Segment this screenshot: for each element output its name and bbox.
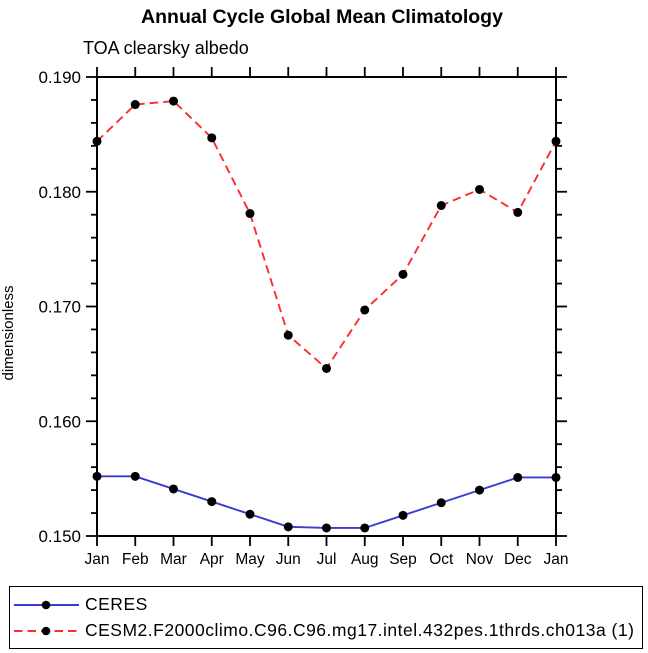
data-point [513, 207, 523, 217]
x-tick-label: Oct [429, 551, 454, 568]
x-tick-label: Nov [466, 551, 494, 568]
data-point [551, 472, 561, 482]
legend-item-cesm2: CESM2.F2000climo.C96.C96.mg17.intel.432p… [13, 618, 642, 644]
y-tick-label: 0.150 [38, 527, 81, 546]
x-tick-label: May [235, 551, 265, 568]
data-point [475, 485, 484, 495]
x-tick-label: Aug [351, 551, 379, 568]
legend-box: CERES CESM2.F2000climo.C96.C96.mg17.inte… [9, 586, 643, 649]
x-tick-label: Jan [85, 551, 110, 568]
data-point [398, 510, 408, 520]
data-point [283, 522, 293, 532]
legend-marker-icon [41, 626, 51, 635]
data-point [436, 201, 446, 211]
data-point [92, 471, 102, 481]
series-line [96, 100, 557, 370]
legend-item-ceres: CERES [13, 592, 642, 618]
data-point [322, 363, 331, 373]
data-point [398, 269, 408, 279]
x-tick-label: Feb [122, 551, 149, 568]
data-point [130, 471, 140, 481]
y-tick-label: 0.160 [38, 412, 81, 431]
y-tick-label: 0.190 [38, 68, 81, 87]
legend-label-ceres: CERES [85, 593, 148, 614]
data-point [245, 209, 255, 219]
data-point [360, 523, 370, 533]
data-point [551, 136, 561, 146]
legend-line-sample-cesm2 [14, 626, 79, 635]
axes: Jan Feb Mar Apr May Jun Jul Aug Sep Oct Nov Dec Jan0… [38, 67, 569, 568]
data-point [92, 136, 102, 146]
x-tick-label: Jun [276, 551, 301, 568]
data-point [207, 133, 217, 143]
x-tick-label: Jan [544, 551, 569, 568]
data-point [169, 484, 178, 494]
y-axis-label: dimensionless [0, 285, 17, 380]
data-point [360, 305, 370, 315]
chart-title: Annual Cycle Global Mean Climatology [141, 6, 503, 28]
legend-label-cesm2: CESM2.F2000climo.C96.C96.mg17.intel.432p… [85, 619, 635, 640]
data-point [322, 523, 331, 533]
x-tick-label: Jul [317, 551, 337, 568]
y-tick-label: 0.180 [38, 183, 81, 202]
legend-line-sample-ceres [14, 600, 79, 609]
x-tick-label: Apr [200, 551, 224, 568]
data-point [283, 330, 293, 340]
x-tick-label: Dec [504, 551, 532, 568]
series-line [97, 475, 556, 529]
chart-canvas: Annual Cycle Global Mean Climatology TOA… [0, 6, 569, 568]
data-point [130, 100, 140, 110]
data-point [169, 96, 178, 106]
data-point [207, 497, 217, 507]
data-point [436, 498, 446, 508]
data-point [245, 509, 255, 519]
x-tick-label: Sep [389, 551, 417, 568]
data-point [475, 184, 484, 194]
data-point [513, 472, 523, 482]
legend-marker-icon [41, 600, 51, 609]
y-tick-label: 0.170 [38, 298, 81, 317]
data-series [92, 96, 561, 533]
chart-subtitle: TOA clearsky albedo [83, 38, 249, 58]
x-tick-label: Mar [160, 551, 187, 568]
